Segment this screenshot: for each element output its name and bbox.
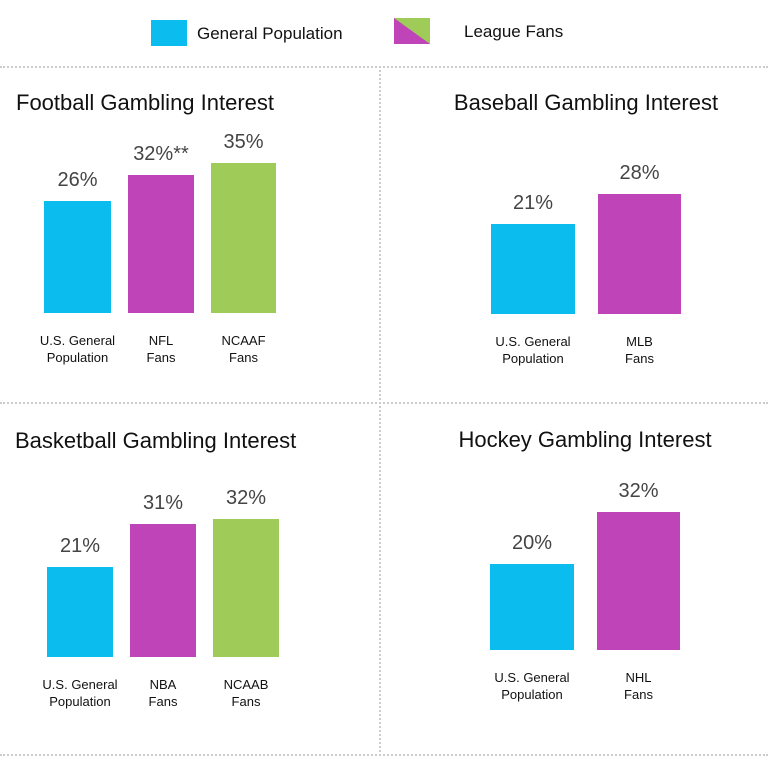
category-label: MLB Fans: [625, 334, 654, 366]
value-label: 26%: [57, 169, 98, 192]
category-label: NCAAF Fans: [221, 333, 266, 365]
legend-swatch-league-fans: [394, 18, 430, 44]
value-label: 35%: [223, 130, 264, 153]
category-label: NCAAB Fans: [223, 677, 269, 709]
value-label: 21%: [59, 534, 101, 557]
value-label: 20%: [511, 532, 553, 554]
value-label: 32%: [618, 480, 659, 503]
category-label: NBA Fans: [148, 677, 178, 709]
category-label: U.S. General Population: [495, 334, 571, 366]
bar: [213, 519, 279, 657]
divider-top: [0, 66, 768, 68]
category-label: NFL Fans: [146, 333, 176, 365]
value-label: 32%**: [133, 143, 189, 166]
bar: [597, 512, 680, 650]
legend-label-general-population: General Population: [197, 24, 343, 43]
bar: [130, 523, 196, 657]
category-label: U.S. General Population: [39, 333, 116, 365]
bar: [47, 566, 113, 657]
value-label: 21%: [512, 191, 554, 214]
bar: [211, 162, 276, 313]
category-label: NHL Fans: [624, 670, 653, 702]
value-label: 31%: [142, 491, 184, 514]
value-label: 32%: [225, 487, 267, 510]
chart-title: Football Gambling Interest: [16, 90, 275, 115]
chart-title: Hockey Gambling Interest: [458, 427, 712, 452]
category-label: U.S. General Population: [494, 670, 570, 702]
divider-bottom: [0, 754, 768, 756]
bar: [490, 564, 574, 650]
divider-vertical: [379, 66, 381, 756]
value-label: 28%: [619, 161, 660, 184]
bar: [128, 175, 194, 313]
divider-middle: [0, 402, 768, 404]
bar: [491, 223, 575, 314]
chart-title: Baseball Gambling Interest: [453, 90, 719, 115]
chart-title: Basketball Gambling Interest: [15, 428, 297, 453]
legend-label-league-fans: League Fans: [464, 22, 564, 41]
bar: [598, 193, 681, 314]
legend-swatch-general-population: [151, 20, 187, 46]
category-label: U.S. General Population: [42, 677, 118, 709]
bar: [44, 201, 111, 313]
